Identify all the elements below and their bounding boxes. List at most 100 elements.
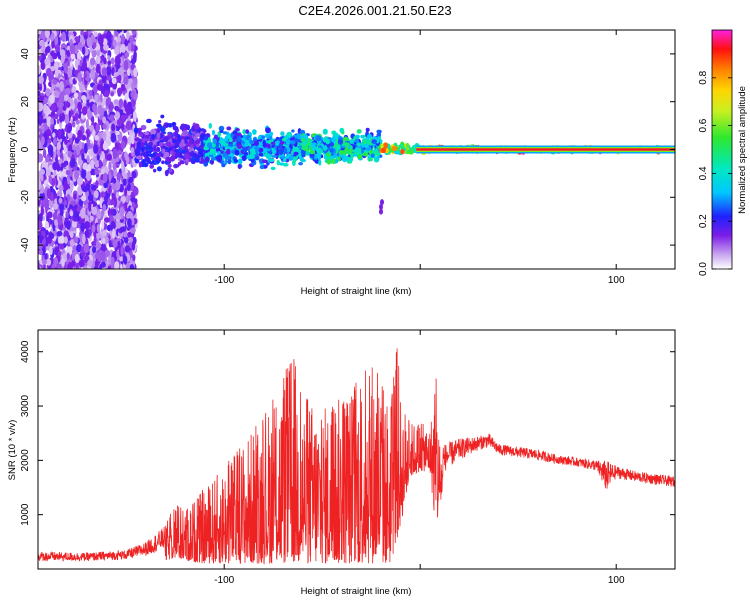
spectrogram-cell	[194, 139, 200, 144]
spectrogram-cell	[156, 127, 161, 133]
spectrogram-cell	[83, 34, 88, 40]
spectrogram-cell	[270, 141, 276, 145]
spectrogram-cell	[291, 129, 295, 133]
spectrogram-cell	[132, 236, 137, 245]
spectrogram-cell	[367, 158, 373, 162]
spectrogram-cell	[296, 133, 302, 140]
spectrogram-cell	[40, 205, 44, 216]
spectrogram-cell	[123, 236, 129, 244]
spectrogram-cell	[73, 69, 80, 75]
spectrogram-cell	[99, 114, 103, 121]
spectrogram-cell	[124, 151, 128, 159]
spectrogram-cell	[89, 46, 93, 53]
spectrogram-cell	[68, 261, 74, 269]
spectrogram-cell	[77, 129, 83, 138]
spectrogram-cell	[97, 104, 103, 116]
spectrogram-cell	[183, 139, 188, 144]
spectrogram-cell	[101, 67, 108, 77]
spectrogram-cell	[363, 143, 369, 149]
spectrogram-cell	[195, 132, 200, 137]
spectrogram-cell	[79, 83, 85, 92]
spectrogram-cell	[332, 158, 336, 165]
spectrogram-cell	[152, 147, 159, 152]
spectrogram-cell	[59, 80, 64, 92]
spectrogram-cell	[265, 127, 271, 134]
snr-series-line	[38, 348, 675, 565]
spectrogram-cells	[38, 30, 675, 269]
spectrogram-x-label: Height of straight line (km)	[301, 286, 412, 297]
spectrogram-cell	[376, 133, 382, 137]
spectrogram-cell	[379, 208, 383, 215]
spectrogram-cell	[283, 147, 288, 154]
spectrogram-cell	[224, 135, 229, 142]
spectrogram-cell	[132, 254, 136, 262]
spectrogram-cell	[293, 151, 299, 156]
spectrogram-cell	[87, 110, 93, 120]
spectrogram-cell	[140, 142, 145, 148]
spectrogram-cell	[181, 139, 185, 144]
spectrogram-cell	[54, 35, 59, 47]
spectrogram-cell	[128, 176, 133, 184]
spectrogram-cell	[376, 129, 382, 134]
spectrogram-cell	[111, 57, 115, 65]
spectrogram-cell	[156, 132, 161, 139]
spectrogram-cell	[40, 30, 46, 41]
spectrogram-cell	[91, 206, 98, 215]
spectrogram-cell	[353, 149, 359, 153]
spectrogram-cell	[182, 130, 189, 137]
spectrogram-cell	[226, 126, 232, 131]
colorbar-tick-label: 0.6	[698, 118, 709, 132]
spectrogram-cell	[59, 243, 64, 250]
spectrogram-cell	[38, 249, 43, 255]
spectrogram-cell	[248, 136, 252, 142]
spectrogram-cell	[250, 151, 256, 156]
spectrogram-cell	[156, 123, 162, 128]
spectrogram-cell	[316, 147, 323, 154]
spectrogram-cell	[80, 222, 85, 232]
spectrogram-cell	[53, 61, 59, 71]
spectrogram-cell	[218, 125, 225, 132]
spectrogram-cell	[192, 141, 197, 147]
spectrogram-cell	[258, 152, 264, 157]
spectrogram-cell	[81, 153, 85, 161]
spectrogram-cell	[155, 156, 162, 163]
spectrogram-cell	[152, 141, 157, 147]
spectrogram-cell	[44, 30, 50, 39]
spectrogram-cell	[177, 161, 182, 166]
spectrogram-cell	[46, 258, 52, 266]
spectrogram-cell	[52, 79, 58, 85]
spectrogram-cell	[86, 155, 90, 164]
spectrogram-cell	[362, 139, 367, 145]
spectrogram-cell	[71, 121, 76, 128]
spectrogram-cell	[88, 148, 94, 157]
spectrogram-cell	[185, 158, 189, 163]
spectrogram-cell	[222, 131, 228, 135]
spectrogram-cell	[88, 90, 93, 96]
spectrogram-cell	[101, 220, 105, 230]
spectrogram-cell	[165, 123, 169, 128]
spectrogram-cell	[38, 85, 43, 91]
x-tick-label: -100	[214, 575, 234, 586]
spectrogram-cell	[131, 170, 137, 179]
spectrogram-cell	[159, 126, 166, 133]
spectrogram-cell	[64, 138, 68, 145]
spectrogram-cell	[38, 111, 43, 118]
spectrogram-cell	[236, 143, 243, 149]
spectrogram-cell	[56, 141, 61, 151]
spectrogram-cell	[337, 156, 341, 162]
spectrogram-cell	[174, 130, 179, 138]
spectrogram-cell	[210, 157, 217, 161]
spectrogram-cell	[103, 57, 107, 65]
spectrogram-cell	[331, 136, 337, 143]
spectrogram-cell	[58, 185, 64, 192]
spectrogram-cell	[93, 231, 97, 238]
spectrogram-cell	[64, 73, 68, 81]
spectrogram-cell	[75, 261, 79, 269]
spectrogram-cell	[38, 213, 43, 223]
spectrogram-cell	[58, 235, 65, 244]
spectrogram-cell	[179, 125, 185, 131]
spectrogram-cell	[367, 133, 372, 139]
spectrogram-cell	[71, 85, 77, 93]
spectrogram-cell	[93, 31, 98, 38]
spectrogram-cell	[92, 103, 97, 112]
